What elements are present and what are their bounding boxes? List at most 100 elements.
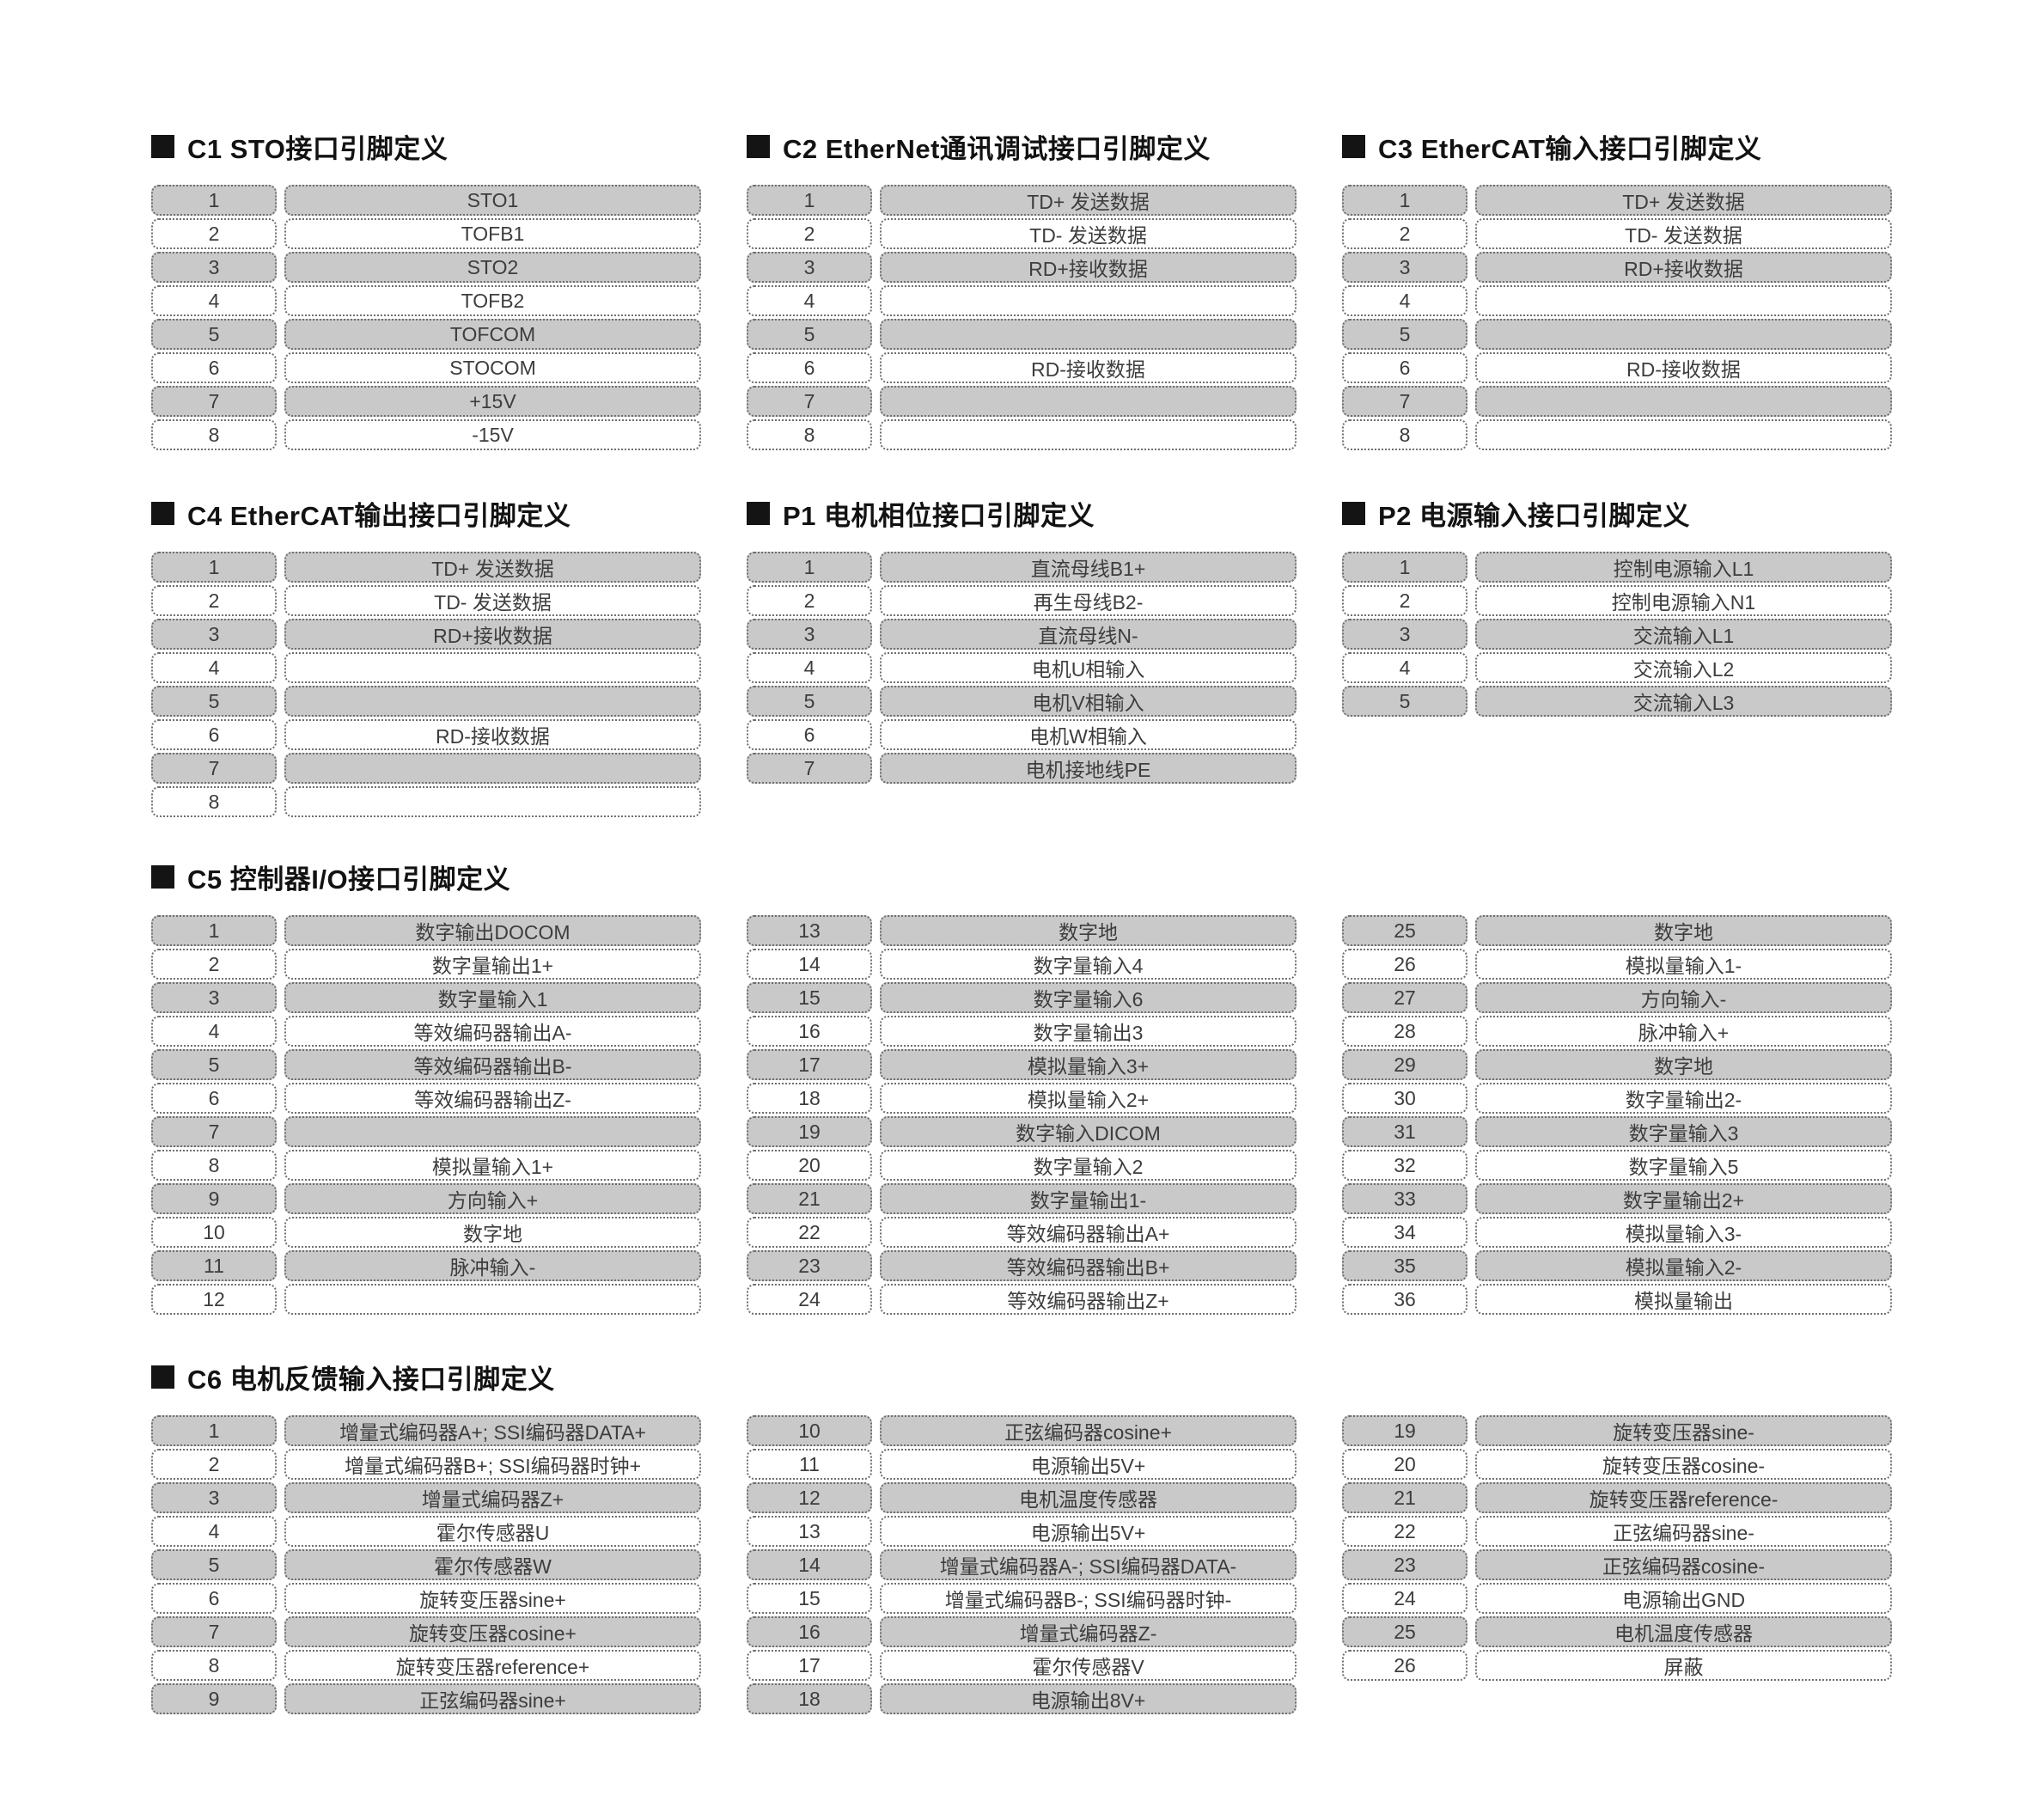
table-row: 23 正弦编码器cosine-	[1342, 1549, 1892, 1580]
section-title: C2 EtherNet通讯调试接口引脚定义	[747, 127, 1297, 166]
section-title-text: C1 STO接口引脚定义	[187, 134, 448, 164]
pin-description-cell: 等效编码器输出B+	[880, 1250, 1297, 1281]
pin-description-cell: 脉冲输入-	[284, 1250, 701, 1281]
table-row: 7 电机接地线PE	[747, 753, 1297, 784]
pin-number-cell: 6	[747, 719, 872, 750]
pin-number-cell: 35	[1342, 1250, 1467, 1281]
pin-number-cell: 6	[151, 1583, 277, 1614]
pin-table-block: C2 EtherNet通讯调试接口引脚定义 1 TD+ 发送数据 2 TD- 发送数据 3…	[747, 127, 1297, 453]
pin-description-cell: 交流输入L3	[1475, 686, 1892, 717]
table-row: 5	[747, 319, 1297, 350]
table-row: 23 等效编码器输出B+	[747, 1250, 1297, 1281]
band-tables: 1 数字输出DOCOM 2 数字量输出1+ 3 数字量输入1 4 等效编码器输出A- 5 等效编码…	[151, 915, 1892, 1317]
table-row: 18 模拟量输入2+	[747, 1083, 1297, 1114]
pin-description-cell: TD- 发送数据	[284, 585, 701, 616]
table-row: 4 电机U相输入	[747, 652, 1297, 683]
pin-number-cell: 7	[151, 753, 277, 784]
table-row: 15 增量式编码器B-; SSI编码器时钟-	[747, 1583, 1297, 1614]
pin-number-cell: 5	[151, 1049, 277, 1080]
pin-table: 25 数字地 26 模拟量输入1- 27 方向输入- 28 脉冲输入+ 29 数字地 30 数字量输出…	[1342, 915, 1892, 1315]
table-row: 1 数字输出DOCOM	[151, 915, 701, 946]
pin-number-cell: 4	[1342, 652, 1467, 683]
table-row: 17 霍尔传感器V	[747, 1650, 1297, 1681]
pin-number-cell: 7	[747, 386, 872, 417]
pin-description-cell	[1475, 386, 1892, 417]
pin-description-cell: 数字量输入3	[1475, 1116, 1892, 1147]
table-row: 1 STO1	[151, 185, 701, 216]
table-row: 6 STOCOM	[151, 352, 701, 383]
pin-number-cell: 4	[151, 652, 277, 683]
pin-number-cell: 21	[747, 1183, 872, 1214]
pin-description-cell: 数字量输入4	[880, 949, 1297, 980]
pin-number-cell: 5	[151, 319, 277, 350]
pin-description-cell: TOFB2	[284, 285, 701, 316]
table-row: 3 直流母线N-	[747, 619, 1297, 650]
pin-number-cell: 5	[151, 686, 277, 717]
pin-number-cell: 4	[151, 285, 277, 316]
table-row: 8	[747, 419, 1297, 450]
pin-number-cell: 2	[747, 218, 872, 249]
pin-number-cell: 24	[1342, 1583, 1467, 1614]
table-row: 3 增量式编码器Z+	[151, 1482, 701, 1513]
pin-description-cell: 电源输出5V+	[880, 1449, 1297, 1480]
section-bullet-icon	[151, 1365, 174, 1389]
pin-number-cell: 8	[151, 786, 277, 817]
pin-description-cell: 等效编码器输出Z+	[880, 1284, 1297, 1315]
section-title: C4 EtherCAT输出接口引脚定义	[151, 494, 701, 533]
connector-row-1: C1 STO接口引脚定义 1 STO1 2 TOFB1 3 STO2 4 TOFB2 5 TOFCO…	[151, 127, 1892, 453]
pin-number-cell: 19	[747, 1116, 872, 1147]
table-row: 24 等效编码器输出Z+	[747, 1284, 1297, 1315]
pin-table-block: 13 数字地 14 数字量输入4 15 数字量输入6 16 数字量输出3 17 模拟量输入3+ 18…	[747, 915, 1297, 1317]
table-row: 2 TD- 发送数据	[1342, 218, 1892, 249]
pin-number-cell: 3	[151, 252, 277, 283]
table-row: 6 旋转变压器sine+	[151, 1583, 701, 1614]
pin-description-cell	[284, 786, 701, 817]
section-title: C3 EtherCAT输入接口引脚定义	[1342, 127, 1892, 166]
pin-description-cell: 电机接地线PE	[880, 753, 1297, 784]
table-row: 6 RD-接收数据	[1342, 352, 1892, 383]
pin-number-cell: 25	[1342, 915, 1467, 946]
pin-number-cell: 6	[1342, 352, 1467, 383]
table-row: 9 正弦编码器sine+	[151, 1683, 701, 1714]
pin-description-cell: 旋转变压器sine-	[1475, 1415, 1892, 1446]
pin-number-cell: 3	[151, 1482, 277, 1513]
table-row: 5 交流输入L3	[1342, 686, 1892, 717]
section-title-text: C4 EtherCAT输出接口引脚定义	[187, 501, 571, 531]
pin-number-cell: 9	[151, 1683, 277, 1714]
pin-description-cell: 数字量输出2+	[1475, 1183, 1892, 1214]
pin-number-cell: 15	[747, 982, 872, 1013]
connector-c6: C6 电机反馈输入接口引脚定义 1 增量式编码器A+; SSI编码器DATA+ 2 增量…	[151, 1358, 1892, 1717]
pin-table: 1 直流母线B1+ 2 再生母线B2- 3 直流母线N- 4 电机U相输入 5 电机V相输入 6 电机…	[747, 552, 1297, 784]
pin-description-cell: 模拟量输出	[1475, 1284, 1892, 1315]
table-row: 8	[1342, 419, 1892, 450]
pin-description-cell	[284, 686, 701, 717]
pin-number-cell: 10	[747, 1415, 872, 1446]
pin-number-cell: 3	[747, 252, 872, 283]
pin-description-cell: 模拟量输入1-	[1475, 949, 1892, 980]
pin-number-cell: 5	[1342, 686, 1467, 717]
pin-number-cell: 16	[747, 1616, 872, 1647]
table-row: 12 电机温度传感器	[747, 1482, 1297, 1513]
pin-table-block: 1 数字输出DOCOM 2 数字量输出1+ 3 数字量输入1 4 等效编码器输出A- 5 等效编码…	[151, 915, 701, 1317]
pin-number-cell: 22	[747, 1217, 872, 1248]
table-row: 4	[747, 285, 1297, 316]
table-row: 29 数字地	[1342, 1049, 1892, 1080]
pin-description-cell: 直流母线B1+	[880, 552, 1297, 583]
pin-number-cell: 28	[1342, 1016, 1467, 1047]
pin-description-cell	[880, 285, 1297, 316]
table-row: 2 TD- 发送数据	[747, 218, 1297, 249]
pin-description-cell: 增量式编码器Z-	[880, 1616, 1297, 1647]
table-row: 22 等效编码器输出A+	[747, 1217, 1297, 1248]
pin-description-cell: 等效编码器输出B-	[284, 1049, 701, 1080]
pin-number-cell: 7	[151, 386, 277, 417]
table-row: 8	[151, 786, 701, 817]
table-row: 1 增量式编码器A+; SSI编码器DATA+	[151, 1415, 701, 1446]
pin-description-cell: TOFCOM	[284, 319, 701, 350]
table-row: 33 数字量输出2+	[1342, 1183, 1892, 1214]
pin-number-cell: 27	[1342, 982, 1467, 1013]
pin-description-cell: 数字输入DICOM	[880, 1116, 1297, 1147]
section-title: P1 电机相位接口引脚定义	[747, 494, 1297, 533]
pin-number-cell: 2	[747, 585, 872, 616]
section-bullet-icon	[151, 865, 174, 889]
pin-description-cell: 电机W相输入	[880, 719, 1297, 750]
